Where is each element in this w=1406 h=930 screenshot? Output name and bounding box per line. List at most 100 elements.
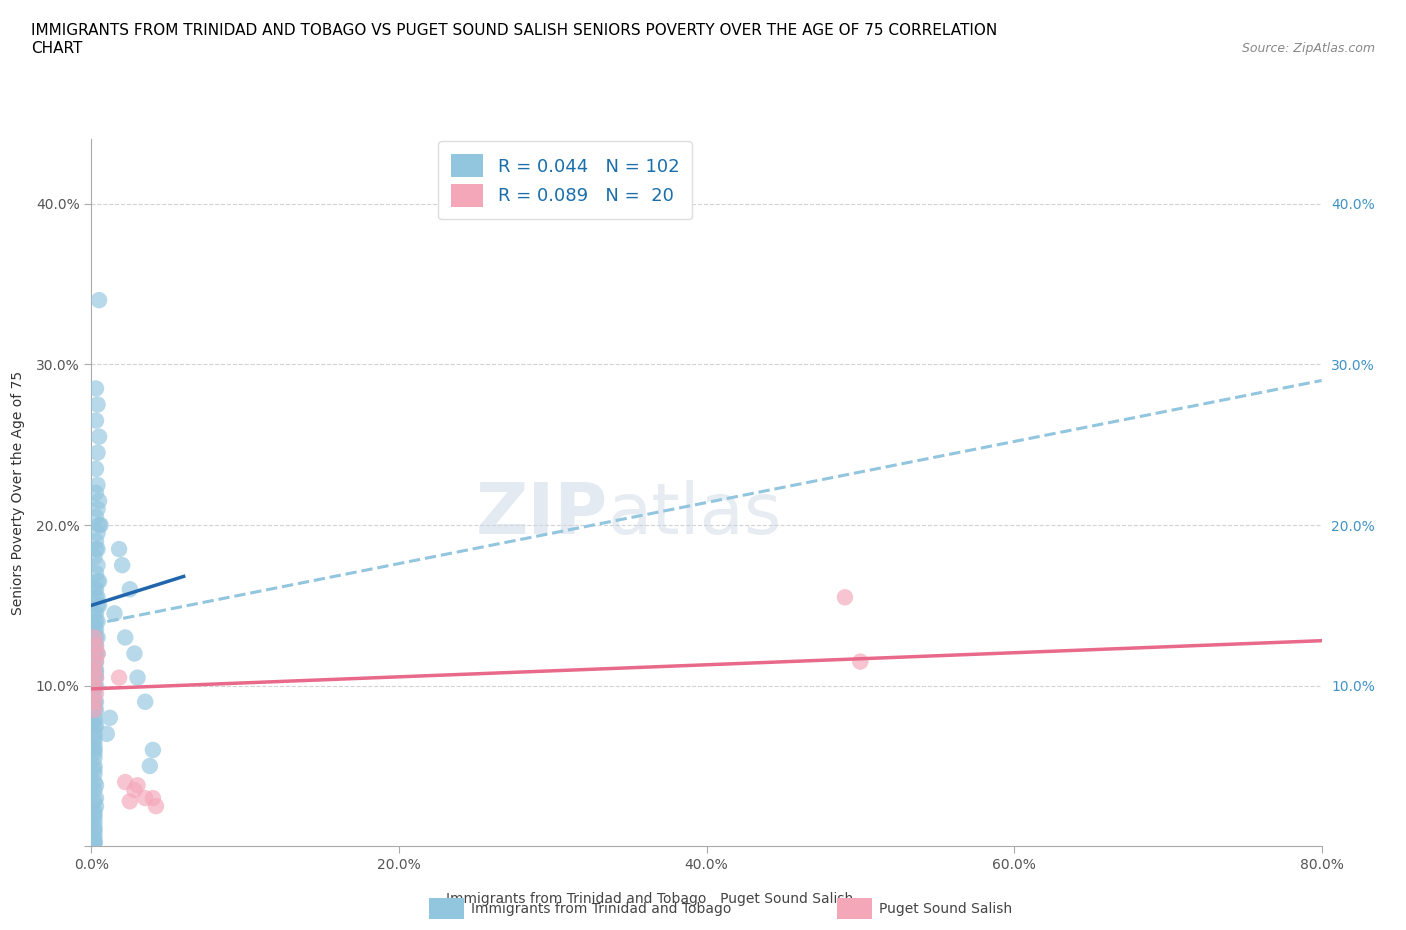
Point <box>83 582 105 597</box>
Point <box>83 742 105 757</box>
Point <box>86 477 108 492</box>
Point <box>142 742 165 757</box>
Point <box>84 671 107 685</box>
Point <box>83 695 105 710</box>
Point <box>83 726 105 741</box>
Point <box>83 746 105 761</box>
Point <box>84 590 107 604</box>
Point <box>83 713 105 728</box>
Point <box>84 686 107 701</box>
Point <box>86 590 108 604</box>
Point <box>84 638 107 653</box>
Point <box>84 702 107 717</box>
Point <box>118 794 141 809</box>
Point <box>103 606 125 621</box>
Point <box>114 775 136 790</box>
Point <box>83 718 105 733</box>
Point <box>84 541 107 556</box>
Point <box>87 494 110 509</box>
Point <box>83 751 105 765</box>
Point <box>145 799 167 814</box>
Text: Source: ZipAtlas.com: Source: ZipAtlas.com <box>1241 42 1375 55</box>
Point <box>86 501 108 516</box>
Point <box>83 806 105 821</box>
Point <box>98 711 121 725</box>
Point <box>84 678 107 693</box>
Point <box>87 430 110 445</box>
Point <box>84 777 107 792</box>
Point <box>84 654 107 669</box>
Point <box>84 534 107 549</box>
Point <box>96 726 118 741</box>
Point <box>83 678 105 693</box>
Point <box>83 711 105 725</box>
Point <box>86 397 108 412</box>
Point <box>83 836 105 851</box>
Point <box>86 445 108 460</box>
Point <box>83 836 105 851</box>
Point <box>124 783 146 798</box>
Point <box>83 735 105 750</box>
Point <box>83 638 105 653</box>
Text: atlas: atlas <box>607 480 783 549</box>
Point <box>84 622 107 637</box>
Point <box>111 558 134 573</box>
Point <box>83 630 105 644</box>
Point <box>83 823 105 838</box>
Point <box>83 762 105 777</box>
Point <box>86 646 108 661</box>
Point <box>83 671 105 685</box>
Point <box>84 413 107 428</box>
Point <box>84 582 107 597</box>
Point <box>86 574 108 589</box>
Point <box>108 671 131 685</box>
Point <box>139 759 162 774</box>
Legend: R = 0.044   N = 102, R = 0.089   N =  20: R = 0.044 N = 102, R = 0.089 N = 20 <box>439 141 692 219</box>
Point <box>83 766 105 781</box>
Point <box>83 630 105 644</box>
Point <box>83 815 105 830</box>
Text: Immigrants from Trinidad and Tobago: Immigrants from Trinidad and Tobago <box>446 892 706 906</box>
Point <box>83 783 105 798</box>
Point <box>83 550 105 565</box>
Point <box>83 686 105 701</box>
Point <box>86 614 108 629</box>
Point <box>83 678 105 693</box>
Point <box>83 775 105 790</box>
Point <box>84 485 107 500</box>
Text: Puget Sound Salish: Puget Sound Salish <box>706 892 853 906</box>
Point <box>83 662 105 677</box>
Point <box>84 638 107 653</box>
Point <box>87 518 110 533</box>
Point <box>834 590 856 604</box>
Point <box>83 646 105 661</box>
Y-axis label: Seniors Poverty Over the Age of 75: Seniors Poverty Over the Age of 75 <box>11 371 24 615</box>
Point <box>86 525 108 540</box>
Point <box>83 606 105 621</box>
Point <box>127 777 149 792</box>
Point <box>83 682 105 697</box>
Point <box>83 662 105 677</box>
Point <box>83 759 105 774</box>
Point <box>84 381 107 396</box>
Point <box>84 799 107 814</box>
Point <box>84 630 107 644</box>
Point <box>87 598 110 613</box>
Point <box>134 790 156 805</box>
Point <box>83 695 105 710</box>
Point <box>84 662 107 677</box>
Point <box>83 739 105 754</box>
Point <box>108 541 131 556</box>
Text: Immigrants from Trinidad and Tobago: Immigrants from Trinidad and Tobago <box>471 901 731 916</box>
Point <box>84 671 107 685</box>
Text: Puget Sound Salish: Puget Sound Salish <box>879 901 1012 916</box>
Point <box>84 510 107 525</box>
Point <box>86 630 108 644</box>
Point <box>86 598 108 613</box>
Point <box>83 698 105 712</box>
Point <box>84 654 107 669</box>
Point <box>124 646 146 661</box>
Point <box>84 606 107 621</box>
Point <box>83 804 105 818</box>
Point <box>83 826 105 841</box>
